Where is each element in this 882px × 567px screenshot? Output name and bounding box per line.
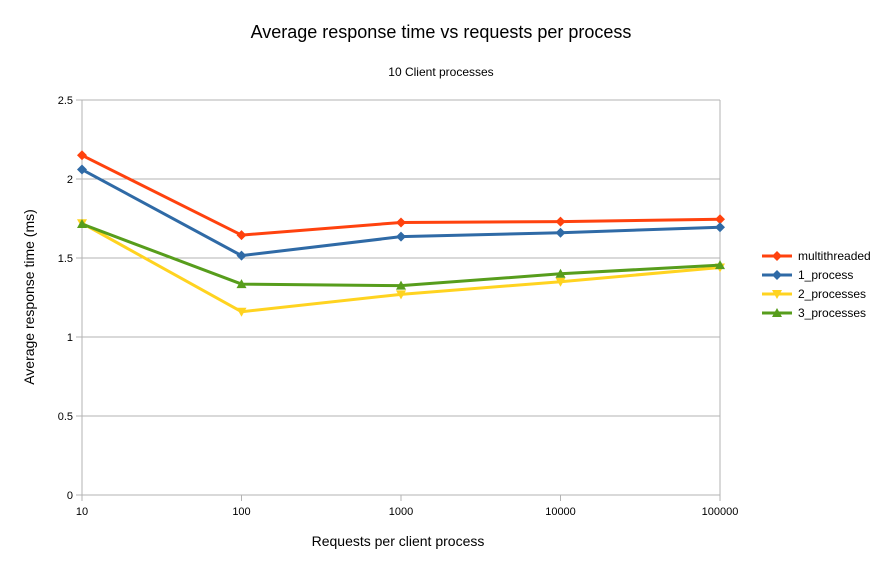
x-tick-label: 100 — [232, 506, 250, 518]
data-point-2_processes — [236, 307, 247, 317]
legend-label: 1_process — [798, 268, 853, 282]
gridlines — [82, 99, 720, 496]
data-point-3_processes — [77, 219, 87, 229]
y-tick-label: 2.5 — [58, 95, 73, 107]
data-point-1_process — [396, 231, 406, 242]
y-tick-label: 1 — [67, 332, 73, 344]
data-point-multithreaded — [77, 150, 87, 161]
legend-item-2_processes: 2_processes — [762, 287, 866, 301]
x-tick-label: 100000 — [702, 506, 739, 518]
data-point-2_processes — [396, 290, 406, 300]
x-tick-label: 10000 — [545, 506, 576, 518]
data-point-3_processes — [555, 268, 566, 278]
data-point-2_processes — [555, 277, 566, 287]
data-point-3_processes — [715, 260, 725, 270]
legend-marker — [772, 270, 782, 280]
legend-label: multithreaded — [798, 249, 871, 263]
y-axis-title: Average response time (ms) — [21, 209, 37, 385]
legend-item-1_process: 1_process — [762, 268, 853, 282]
legend-item-multithreaded: multithreaded — [762, 249, 871, 263]
y-tick-label: 0 — [67, 490, 73, 502]
data-point-1_process — [77, 164, 87, 175]
series-line-1_process — [81, 168, 721, 258]
x-tick-label: 10 — [76, 506, 88, 518]
legend-marker — [772, 251, 782, 261]
data-point-3_processes — [396, 280, 406, 290]
plot-area — [77, 150, 725, 317]
chart-title: Average response time vs requests per pr… — [251, 22, 632, 42]
series-3_processes — [77, 219, 725, 290]
data-point-multithreaded — [236, 230, 247, 241]
legend-label: 2_processes — [798, 287, 866, 301]
legend-label: 3_processes — [798, 306, 866, 320]
data-point-1_process — [236, 250, 247, 261]
data-point-1_process — [715, 222, 725, 233]
legend: multithreaded 1_process 2_processes 3_proce… — [762, 249, 871, 320]
data-point-multithreaded — [555, 216, 566, 227]
y-tick-label: 2 — [67, 174, 73, 186]
data-point-multithreaded — [715, 214, 725, 225]
series-multithreaded — [77, 150, 725, 241]
chart-subtitle: 10 Client processes — [388, 65, 493, 79]
tick-labels: 0 0.5 1 1.5 2 2.5 10 100 1000 10000 100000 — [58, 95, 739, 518]
x-tick-label: 1000 — [389, 506, 413, 518]
legend-marker — [772, 308, 782, 317]
series-1_process — [77, 164, 725, 261]
legend-item-3_processes: 3_processes — [762, 306, 866, 320]
x-axis-title: Requests per client process — [312, 533, 485, 549]
data-point-multithreaded — [396, 217, 406, 228]
axes — [76, 99, 721, 501]
data-point-1_process — [555, 227, 566, 238]
y-tick-label: 0.5 — [58, 411, 73, 423]
y-tick-label: 1.5 — [58, 253, 73, 265]
legend-marker — [772, 290, 782, 299]
data-point-3_processes — [236, 279, 247, 289]
